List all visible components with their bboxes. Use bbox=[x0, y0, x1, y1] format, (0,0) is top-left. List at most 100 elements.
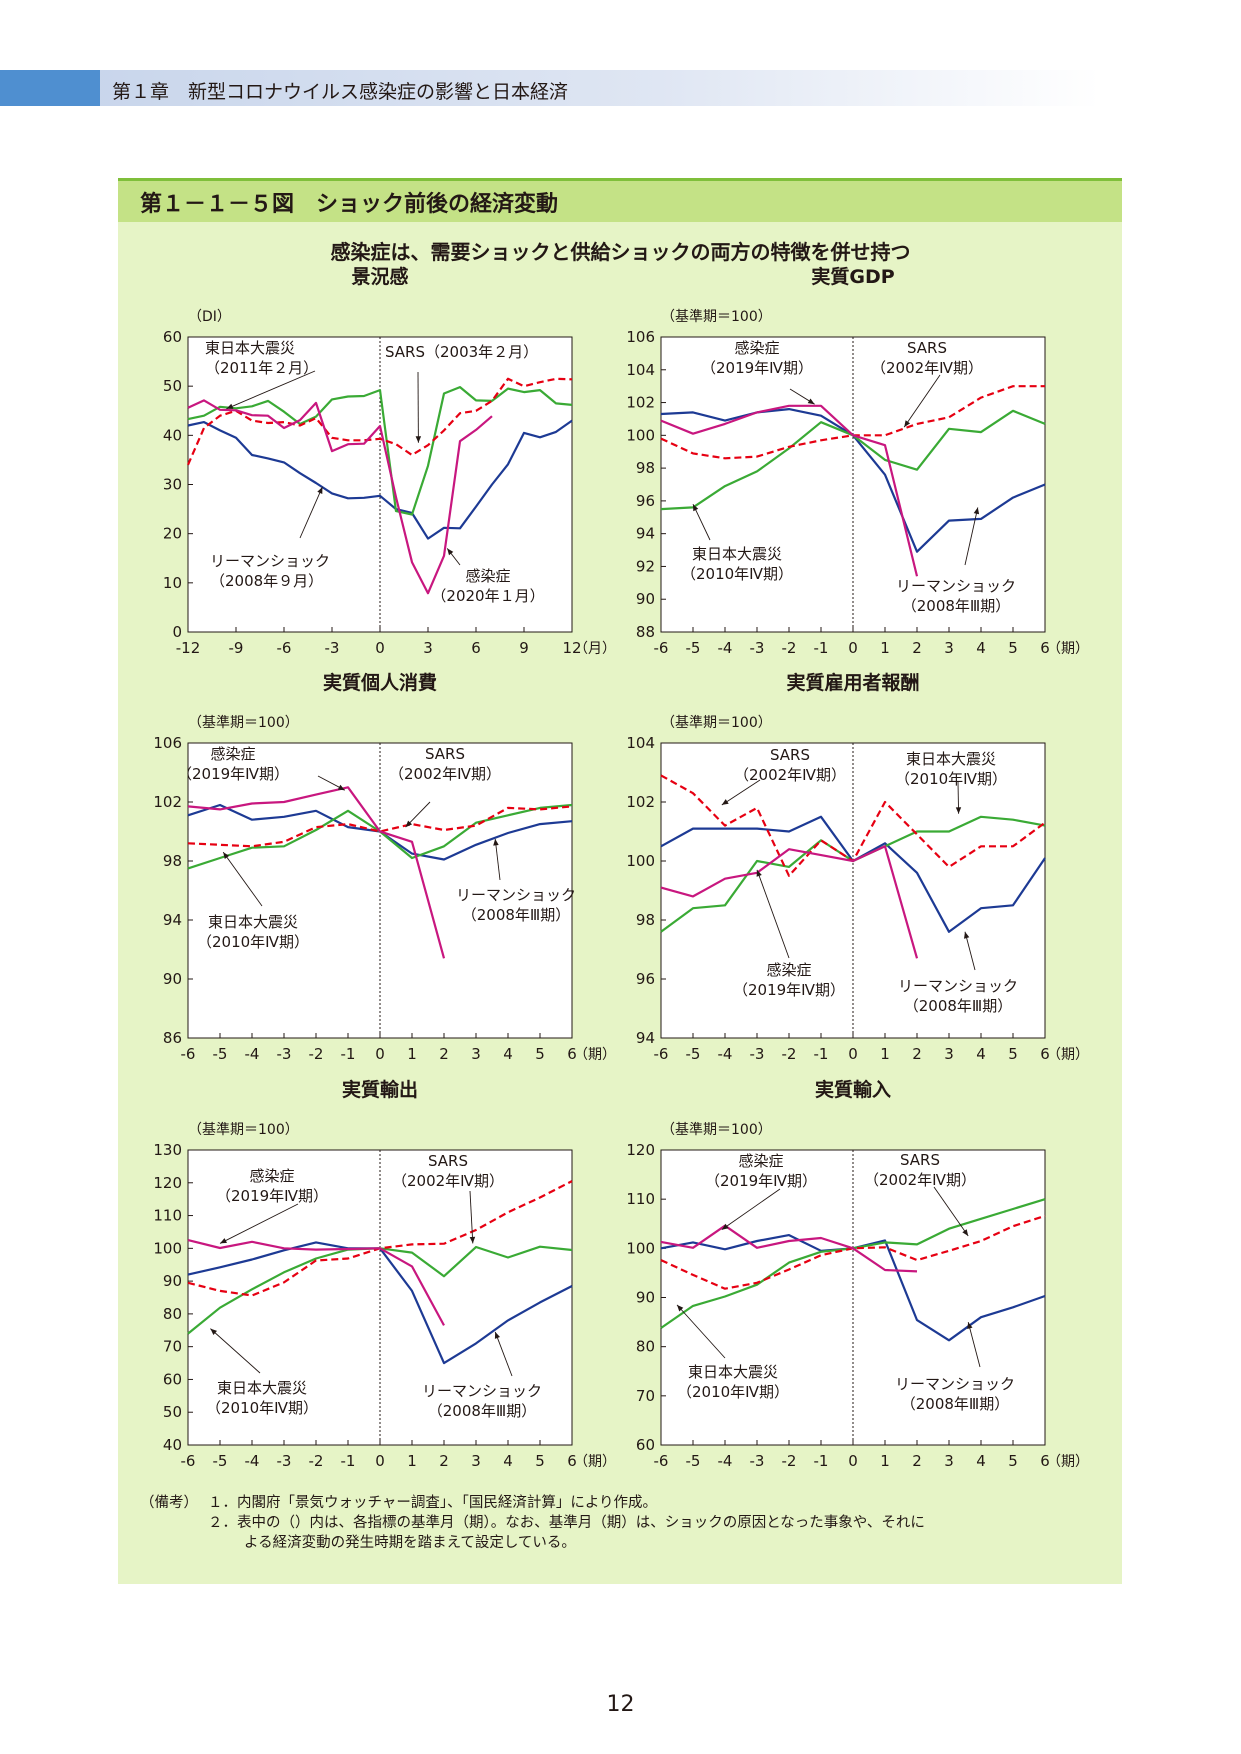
chart-title: 実質個人消費 bbox=[323, 671, 437, 694]
chart-sentiment: 景況感 （DI） 0 10 20 30 40 50 60 -12 -9 -6 -3 0 3 6 9 12（月） リー… bbox=[163, 265, 616, 657]
x-tick-label: -3 bbox=[750, 1045, 765, 1063]
header-bar bbox=[0, 70, 1100, 106]
leader-arrow-sars bbox=[904, 420, 911, 428]
figure-title: 第１－１－５図 ショック前後の経済変動 bbox=[140, 192, 559, 217]
y-tick-label: 92 bbox=[636, 557, 655, 575]
y-tick-label: 10 bbox=[163, 574, 182, 592]
series-label-covid: （2019年Ⅳ期） bbox=[177, 765, 289, 783]
y-tick-label: 90 bbox=[636, 1289, 655, 1307]
series-line-covid bbox=[660, 1224, 918, 1273]
leader-line-sars bbox=[721, 779, 761, 806]
x-tick-label: 4 bbox=[976, 1452, 986, 1470]
y-tick-label: 70 bbox=[636, 1387, 655, 1405]
y-tick-label: 100 bbox=[626, 426, 655, 444]
x-tick-label: 5 bbox=[1008, 1452, 1018, 1470]
x-tick-label: 2 bbox=[912, 639, 922, 657]
series-line-covid bbox=[187, 786, 446, 959]
series-line-sars bbox=[187, 805, 573, 848]
leader-line-sars bbox=[903, 374, 941, 428]
series-label-sars: （2002年Ⅳ期） bbox=[864, 1171, 976, 1189]
series-label-lehman: リーマンショック bbox=[895, 1375, 1015, 1393]
x-tick-label: -1 bbox=[814, 1045, 829, 1063]
series-label-lehman: リーマンショック bbox=[422, 1382, 542, 1400]
x-unit-label: （月） bbox=[574, 641, 616, 657]
notes-label: （備考） bbox=[140, 1495, 198, 1511]
leader-arrow-sars bbox=[415, 436, 422, 443]
series-label-quake: 東日本大震災 bbox=[217, 1379, 307, 1397]
leader-line-quake bbox=[692, 503, 711, 541]
y-tick-label: 88 bbox=[636, 623, 655, 641]
x-tick-label: 0 bbox=[375, 1045, 385, 1063]
x-tick-label: 12 bbox=[562, 639, 581, 657]
x-tick-label: 1 bbox=[880, 1452, 890, 1470]
series-label-lehman: リーマンショック bbox=[896, 577, 1016, 595]
x-tick-label: -6 bbox=[654, 639, 669, 657]
x-tick-label: -2 bbox=[782, 1045, 797, 1063]
series-label-sars: （2002年Ⅳ期） bbox=[871, 359, 983, 377]
leader-arrow-covid bbox=[756, 869, 762, 877]
leader-line-lehman bbox=[494, 838, 501, 881]
note-line-2: ２．表中の（）内は、各指標の基準月（期）。なお、基準月（期）は、ショックの原因と… bbox=[208, 1515, 925, 1531]
leader-arrow-covid bbox=[807, 398, 815, 405]
x-unit-label: （期） bbox=[1047, 641, 1089, 657]
leader-arrow-covid bbox=[337, 784, 345, 791]
x-tick-label: -1 bbox=[814, 1452, 829, 1470]
y-tick-label: 120 bbox=[153, 1174, 182, 1192]
y-tick-label: 110 bbox=[626, 1190, 655, 1208]
leader-arrow-lehman bbox=[973, 507, 980, 515]
series-line-quake bbox=[187, 386, 573, 516]
x-tick-label: -5 bbox=[686, 1452, 701, 1470]
series-label-sars: SARS（2003年２月） bbox=[385, 343, 538, 361]
y-tick-label: 90 bbox=[636, 590, 655, 608]
y-tick-label: 60 bbox=[636, 1436, 655, 1454]
series-label-covid: （2019年Ⅳ期） bbox=[701, 359, 813, 377]
header-accent bbox=[0, 70, 100, 106]
x-tick-label: -3 bbox=[750, 1452, 765, 1470]
y-tick-label: 100 bbox=[626, 852, 655, 870]
series-label-sars: SARS bbox=[425, 745, 465, 763]
y-tick-label: 20 bbox=[163, 525, 182, 543]
page-number: 12 bbox=[606, 1692, 635, 1717]
leader-line-sars bbox=[933, 1186, 969, 1237]
series-label-quake: （2010年Ⅳ期） bbox=[197, 933, 309, 951]
y-tick-label: 94 bbox=[636, 1029, 655, 1047]
series-label-quake: 東日本大震災 bbox=[688, 1363, 778, 1381]
x-tick-label: -6 bbox=[654, 1452, 669, 1470]
x-tick-label: 2 bbox=[912, 1045, 922, 1063]
series-label-lehman: （2008年Ⅲ期） bbox=[901, 1395, 1010, 1413]
x-tick-label: -6 bbox=[654, 1045, 669, 1063]
x-tick-label: 3 bbox=[471, 1045, 481, 1063]
x-tick-label: -2 bbox=[309, 1452, 324, 1470]
series-label-covid: （2019年Ⅳ期） bbox=[705, 1172, 817, 1190]
leader-arrow-lehman bbox=[964, 931, 970, 939]
y-tick-label: 100 bbox=[626, 1239, 655, 1257]
leader-line-lehman bbox=[494, 1331, 513, 1377]
x-tick-label: -6 bbox=[277, 639, 292, 657]
x-tick-label: 3 bbox=[471, 1452, 481, 1470]
x-tick-label: -3 bbox=[277, 1452, 292, 1470]
y-tick-label: 40 bbox=[163, 426, 182, 444]
series-label-lehman: （2008年Ⅲ期） bbox=[904, 997, 1013, 1015]
y-tick-label: 60 bbox=[163, 1370, 182, 1388]
series-label-lehman: （2008年Ⅲ期） bbox=[428, 1402, 537, 1420]
leader-arrow-covid bbox=[220, 1238, 227, 1244]
leader-line-quake bbox=[222, 851, 263, 907]
x-tick-label: -4 bbox=[718, 639, 733, 657]
x-tick-label: -4 bbox=[245, 1452, 260, 1470]
x-tick-label: 4 bbox=[976, 1045, 986, 1063]
x-tick-label: 1 bbox=[407, 1452, 417, 1470]
series-label-covid: 感染症 bbox=[734, 339, 779, 357]
series-label-sars: （2002年Ⅳ期） bbox=[389, 765, 501, 783]
series-label-quake: （2011年２月） bbox=[205, 359, 318, 377]
x-tick-label: -5 bbox=[213, 1452, 228, 1470]
x-tick-label: 6 bbox=[1040, 1045, 1050, 1063]
leader-line-lehman bbox=[964, 507, 979, 566]
x-tick-label: 5 bbox=[1008, 1045, 1018, 1063]
series-label-quake: 東日本大震災 bbox=[906, 750, 996, 768]
chapter-header: 第１章 新型コロナウイルス感染症の影響と日本経済 bbox=[112, 81, 569, 103]
series-label-sars: SARS bbox=[900, 1151, 940, 1169]
y-unit-label: （基準期＝100） bbox=[661, 308, 772, 325]
y-tick-label: 40 bbox=[163, 1436, 182, 1454]
